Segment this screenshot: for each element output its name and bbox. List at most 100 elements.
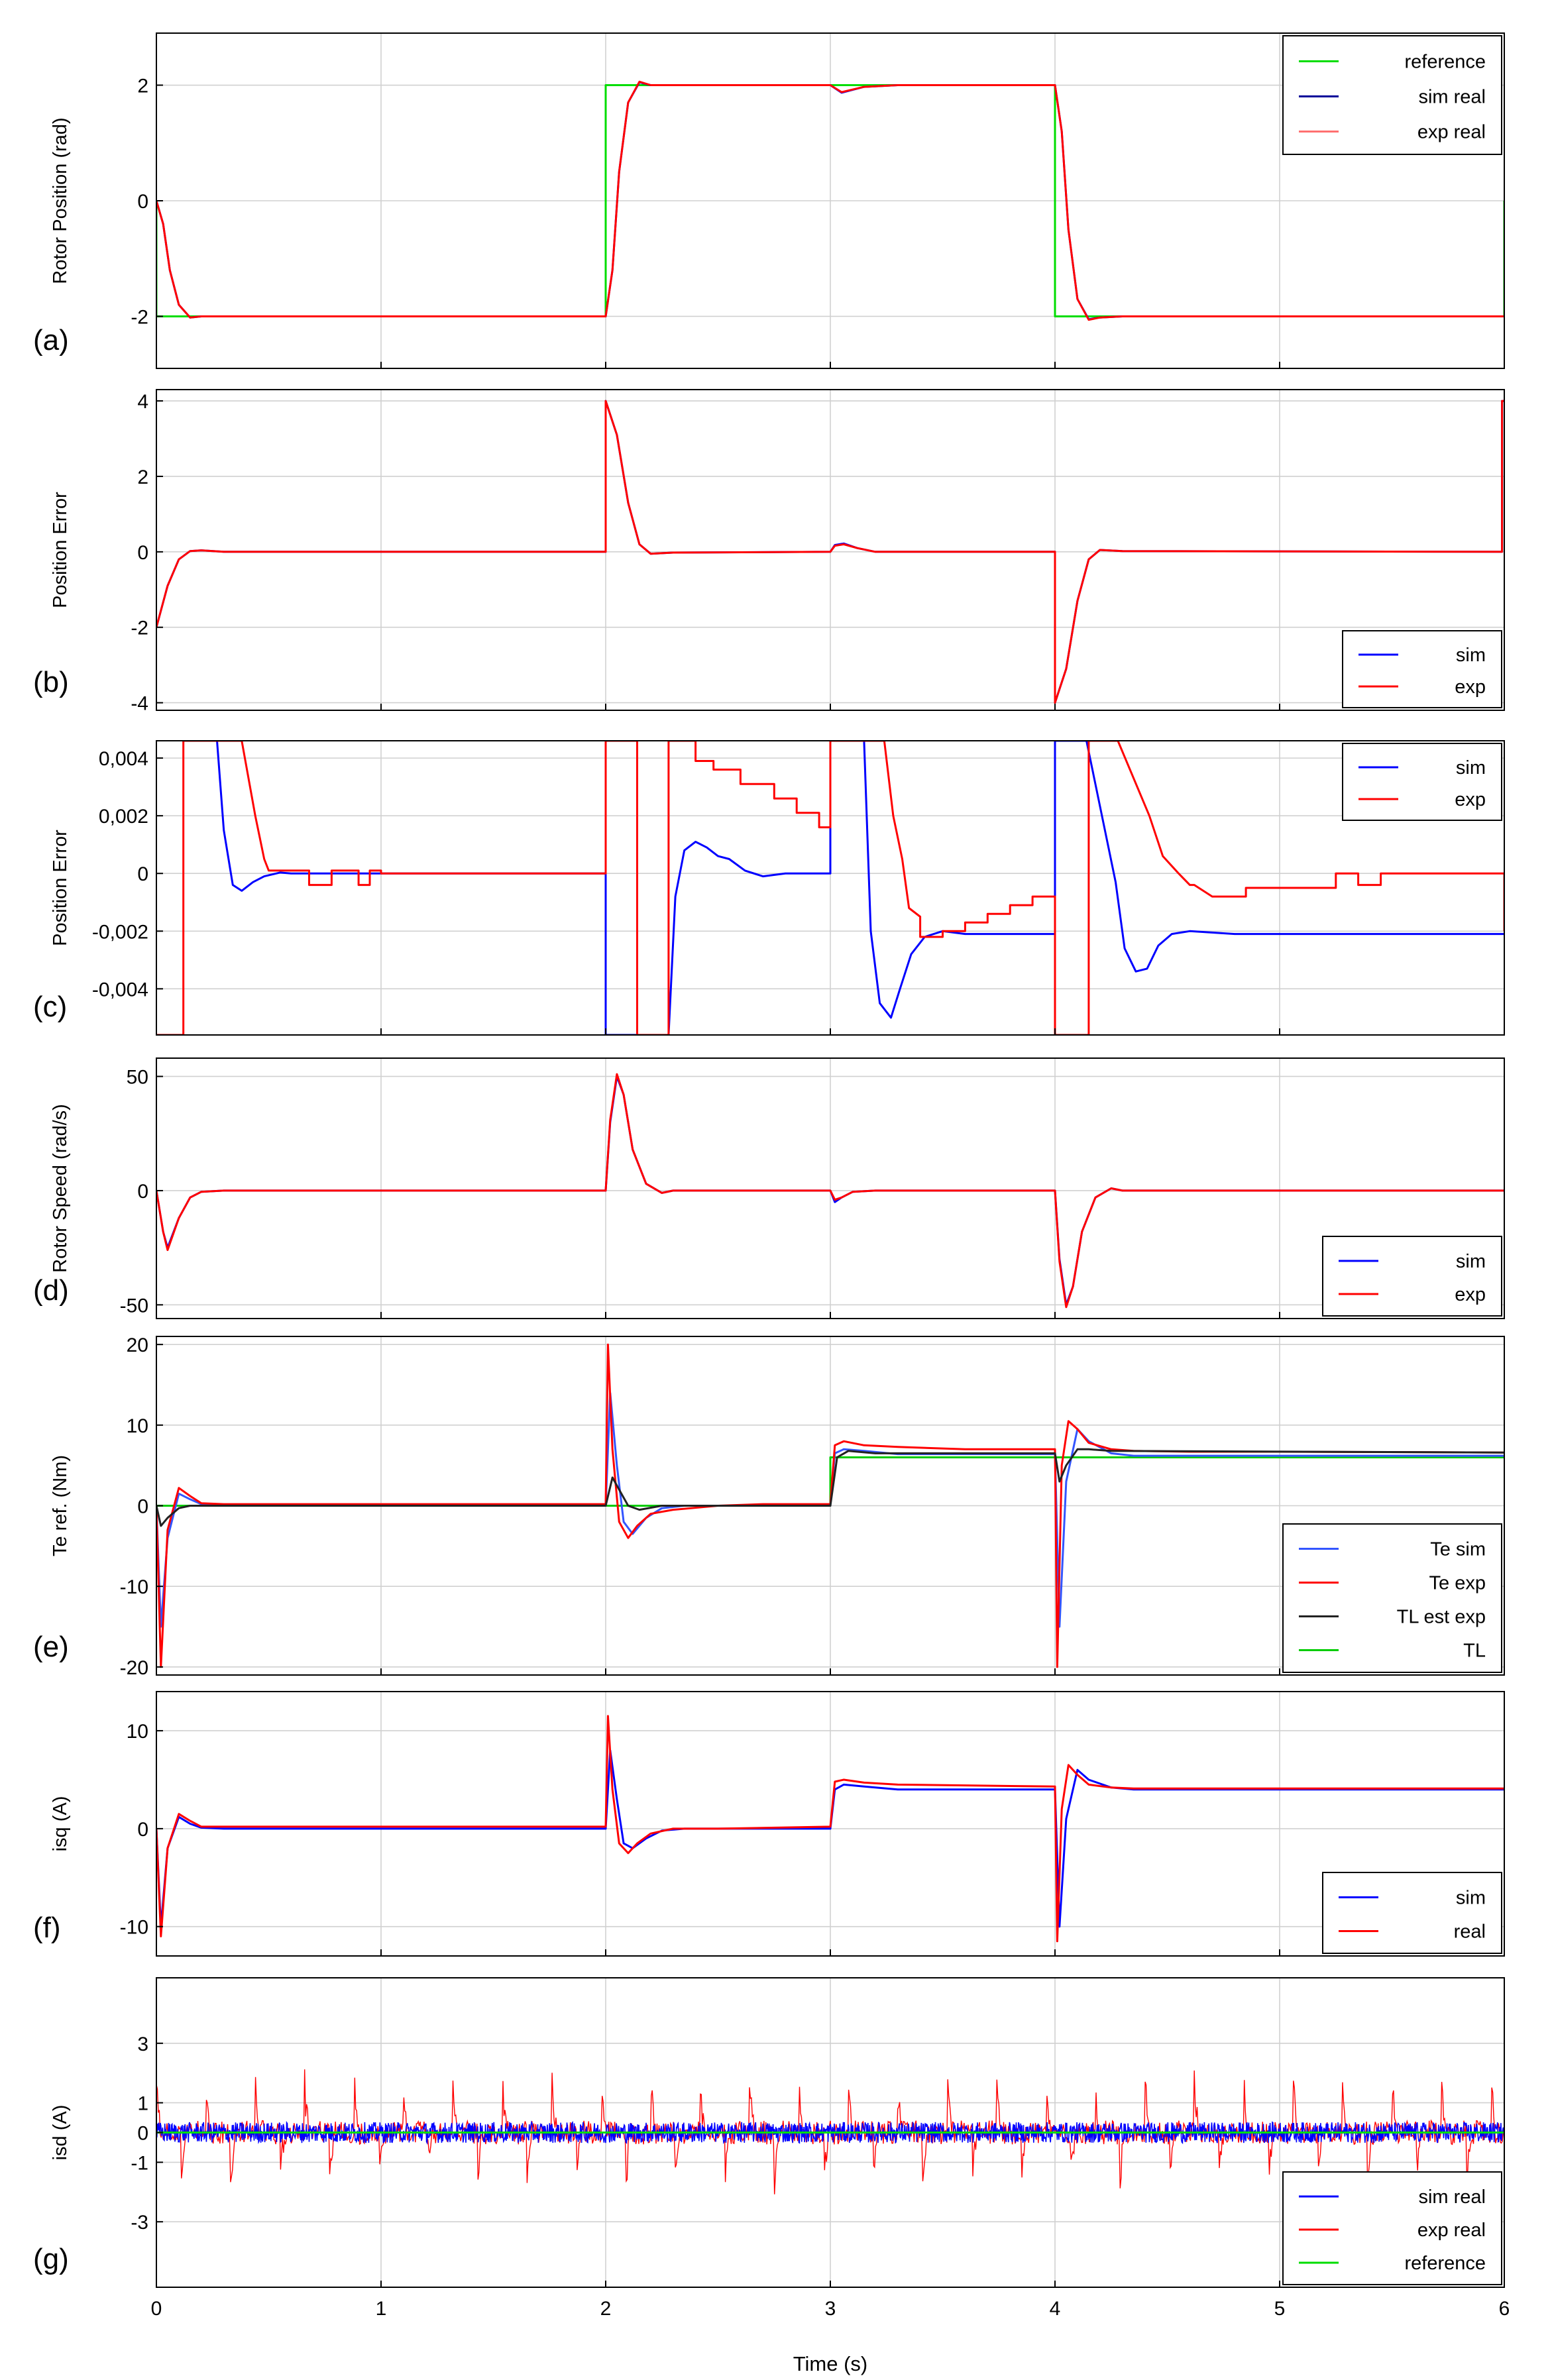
legend-label-g-0: sim real [1418, 2187, 1486, 2208]
xtick-label-6: 6 [1499, 2298, 1510, 2320]
ytick-label-f-2: 10 [127, 1721, 148, 1743]
series-b-exp [156, 400, 1504, 704]
ylabel-f: isq (A) [50, 1796, 71, 1852]
xtick-label-5: 5 [1274, 2298, 1286, 2320]
ytick-label-g-1: -1 [131, 2152, 148, 2174]
panel-d: -50 0 50 Rotor Speed (rad/s)(d) sim exp [33, 1057, 1505, 1319]
ytick-label-a-2: 2 [137, 76, 148, 97]
legend-label-f-0: sim [1456, 1888, 1486, 1909]
xtick-label-0: 0 [151, 2298, 162, 2320]
panel-f: -10 0 10 isq (A) (f) sim real [33, 1691, 1505, 1957]
panel-c: -0,004 -0,002 0 0,002 0,004 Position Error (c)… [33, 740, 1505, 1036]
ylabel-d: Rotor Speed (rad/s) [50, 1104, 71, 1273]
xtick-label-1: 1 [376, 2298, 387, 2320]
ylabel-c: Position Error [50, 830, 71, 946]
panel-letter-c: (c) [33, 991, 67, 1023]
ytick-label-g-2: 0 [137, 2123, 148, 2145]
ytick-label-e-0: -20 [120, 1657, 148, 1679]
xtick-label-4: 4 [1050, 2298, 1061, 2320]
legend-label-e-3: TL [1463, 1641, 1486, 1662]
ytick-label-b-4: 4 [137, 391, 148, 413]
legend-f: sim real [1322, 1872, 1502, 1954]
panel-letter-a: (a) [33, 324, 69, 356]
ytick-label-d-1: 0 [137, 1181, 148, 1203]
legend-c: sim exp [1342, 743, 1502, 821]
legend-g: sim real exp real reference [1282, 2171, 1502, 2285]
legend-box-c [1342, 743, 1502, 821]
panel-letter-f: (f) [33, 1912, 61, 1944]
ytick-label-b-0: -4 [131, 693, 148, 715]
panel-letter-e: (e) [33, 1631, 69, 1663]
ytick-label-c-2: 0 [137, 863, 148, 885]
x-axis-label: Time (s) [793, 2352, 868, 2375]
legend-box-d [1322, 1236, 1502, 1317]
legend-label-e-1: Te exp [1429, 1573, 1486, 1594]
plot-area-f [156, 1715, 1504, 1943]
ytick-label-b-2: 0 [137, 542, 148, 564]
legend-box-f [1322, 1872, 1502, 1954]
legend-label-c-0: sim [1456, 757, 1486, 779]
ytick-label-f-0: -10 [120, 1917, 148, 1939]
legend-a: reference sim real exp real [1282, 35, 1502, 155]
ylabel-e: Te ref. (Nm) [50, 1455, 71, 1556]
ytick-label-e-1: -10 [120, 1576, 148, 1598]
legend-label-c-1: exp [1455, 789, 1486, 810]
legend-d: sim exp [1322, 1236, 1502, 1317]
ytick-label-d-2: 50 [127, 1067, 148, 1089]
xtick-label-3: 3 [825, 2298, 836, 2320]
ytick-label-c-1: -0,002 [92, 921, 148, 943]
ytick-label-c-0: -0,004 [92, 979, 148, 1001]
ylabel-b: Position Error [50, 492, 71, 608]
legend-label-a-0: reference [1404, 52, 1486, 73]
ytick-label-b-3: 2 [137, 466, 148, 488]
ylabel-g: isd (A) [50, 2105, 71, 2161]
panel-e: -20 -10 0 10 20 Te ref. (Nm) (e) Te sim Te exp TL… [33, 1334, 1505, 1679]
ytick-label-f-1: 0 [137, 1819, 148, 1841]
legend-label-d-0: sim [1456, 1251, 1486, 1272]
series-f-real [156, 1715, 1504, 1943]
ytick-label-g-3: 1 [137, 2093, 148, 2115]
plot-area-g [156, 2069, 1504, 2194]
ytick-label-g-0: -3 [131, 2212, 148, 2234]
ytick-label-c-4: 0,004 [99, 748, 148, 770]
series-d-exp [156, 1073, 1504, 1309]
panel-letter-d: (d) [33, 1274, 69, 1307]
ytick-label-e-2: 0 [137, 1496, 148, 1518]
series-e-te-exp [156, 1343, 1504, 1668]
legend-box-a [1282, 35, 1502, 155]
legend-label-b-0: sim [1456, 645, 1486, 666]
legend-box-g [1282, 2171, 1502, 2285]
plot-area-a [156, 80, 1504, 321]
legend-label-g-1: exp real [1417, 2220, 1486, 2241]
series-a-exp-real [156, 80, 1504, 321]
ylabel-a: Rotor Position (rad) [50, 117, 71, 284]
legend-label-a-2: exp real [1417, 122, 1486, 143]
ytick-label-e-3: 10 [127, 1415, 148, 1437]
legend-label-g-2: reference [1404, 2253, 1486, 2274]
series-c-exp [156, 741, 1504, 1035]
legend-box-b [1342, 630, 1502, 708]
legend-label-e-0: Te sim [1430, 1539, 1486, 1560]
plot-area-d [156, 1073, 1504, 1309]
panel-letter-g: (g) [33, 2243, 69, 2275]
legend-label-e-2: TL est exp [1397, 1607, 1486, 1628]
panel-b: -4 -2 0 2 4 Position Error (b) sim exp [33, 389, 1505, 715]
panel-letter-b: (b) [33, 666, 69, 698]
legend-label-d-1: exp [1455, 1284, 1486, 1305]
panel-g: -3 -1 0 1 3 isd (A) (g) sim real exp real referen… [33, 1977, 1505, 2288]
ytick-label-d-0: -50 [120, 1295, 148, 1317]
ytick-label-e-4: 20 [127, 1334, 148, 1356]
series-e-tl-est-exp [156, 1448, 1504, 1527]
ytick-label-b-1: -2 [131, 618, 148, 639]
panel-a: -2 0 2 Rotor Position (rad) (a) reference sim … [33, 32, 1505, 369]
ytick-label-c-3: 0,002 [99, 806, 148, 828]
legend-b: sim exp [1342, 630, 1502, 708]
xtick-label-2: 2 [600, 2298, 612, 2320]
legend-e: Te sim Te exp TL est exp TL [1282, 1523, 1502, 1673]
ytick-label-g-4: 3 [137, 2033, 148, 2055]
plot-area-b [156, 400, 1504, 704]
series-sim-real [156, 2120, 1504, 2145]
plot-area-c [156, 741, 1504, 1035]
legend-label-f-1: real [1454, 1921, 1486, 1943]
